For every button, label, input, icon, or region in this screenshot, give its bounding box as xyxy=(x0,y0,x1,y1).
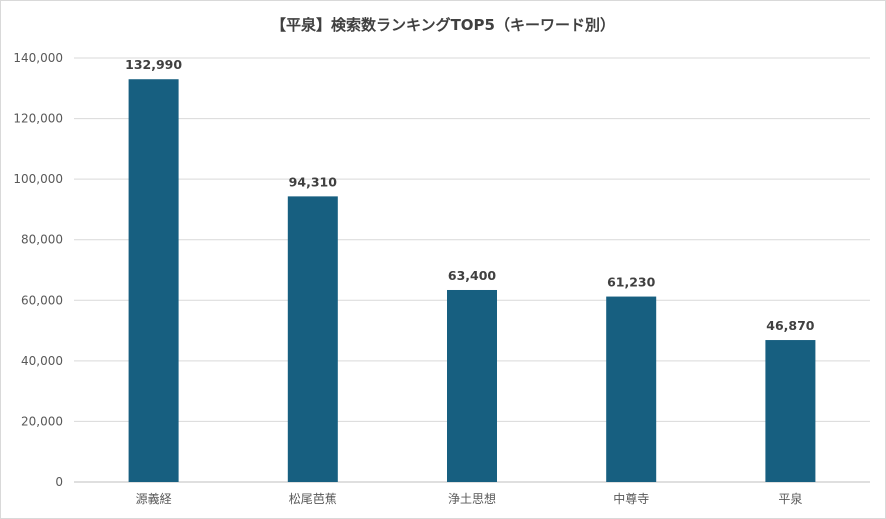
category-label: 浄土思想 xyxy=(448,491,496,506)
data-label: 94,310 xyxy=(289,174,338,189)
y-tick-label: 0 xyxy=(55,475,63,489)
data-label: 46,870 xyxy=(766,318,815,333)
category-label: 中尊寺 xyxy=(613,491,649,506)
y-tick-label: 100,000 xyxy=(13,172,63,186)
y-tick-label: 20,000 xyxy=(21,414,63,428)
chart-title: 【平泉】検索数ランキングTOP5（キーワード別） xyxy=(271,16,615,34)
x-axis-categories: 源義経 松尾芭蕉 浄土思想 中尊寺 平泉 xyxy=(136,491,803,506)
y-tick-label: 80,000 xyxy=(21,233,63,247)
bar xyxy=(128,79,179,482)
data-label: 61,230 xyxy=(607,275,656,290)
category-label: 松尾芭蕉 xyxy=(289,492,337,506)
bar xyxy=(287,196,338,482)
data-label: 63,400 xyxy=(448,268,497,283)
category-label: 源義経 xyxy=(136,491,172,506)
y-tick-label: 120,000 xyxy=(13,112,63,126)
y-tick-label: 140,000 xyxy=(13,51,63,65)
category-label: 平泉 xyxy=(778,492,802,506)
data-label: 132,990 xyxy=(125,57,182,72)
y-tick-label: 60,000 xyxy=(21,293,63,307)
bar xyxy=(606,296,657,482)
bars xyxy=(128,79,816,482)
data-labels: 132,990 94,310 63,400 61,230 46,870 xyxy=(125,57,815,333)
bar xyxy=(447,289,497,482)
bar xyxy=(765,340,816,482)
y-axis-ticks: 0 20,000 40,000 60,000 80,000 100,000 120,000 1… xyxy=(13,51,63,489)
y-tick-label: 40,000 xyxy=(21,354,63,368)
